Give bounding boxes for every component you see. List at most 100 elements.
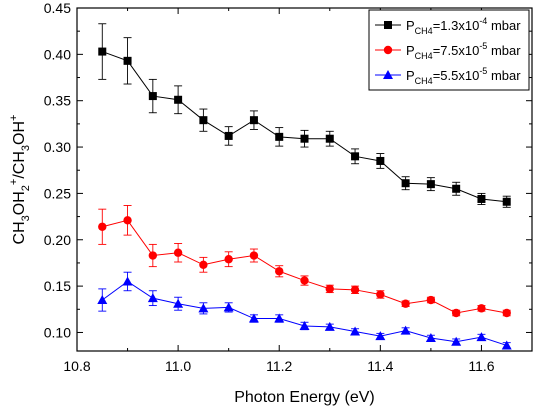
data-point <box>299 320 310 330</box>
legend-label-part: CH4 <box>415 76 433 86</box>
legend-label-part: CH4 <box>415 26 433 36</box>
x-tick-label: 11.0 <box>165 358 191 374</box>
data-point <box>199 116 208 125</box>
data-point <box>223 302 234 312</box>
data-point <box>148 251 158 260</box>
y-axis-label-part: OH <box>11 121 28 145</box>
legend-label-part: =5.5x10 <box>433 68 480 83</box>
legend-label-part: =7.5x10 <box>433 43 480 58</box>
plot-area <box>97 23 512 350</box>
data-point <box>375 331 386 341</box>
legend-entry: PCH4=1.3x10-4 mbar <box>375 16 521 36</box>
legend-label-part: -5 <box>479 41 487 51</box>
y-axis-label-part: CH <box>11 221 28 244</box>
data-point <box>249 116 258 125</box>
data-point <box>300 276 309 285</box>
legend-label-part: =1.3x10 <box>433 18 480 33</box>
legend-marker <box>384 21 392 29</box>
data-point <box>425 333 436 343</box>
y-axis-label-part: /CH <box>11 151 28 179</box>
legend-label: PCH4=1.3x10-4 mbar <box>406 16 521 36</box>
legend-label-part: mbar <box>487 68 521 83</box>
y-axis-label-part: + <box>8 115 20 121</box>
data-point <box>452 184 461 193</box>
data-point <box>97 295 108 305</box>
y-tick-label: 0.30 <box>44 139 71 155</box>
data-point <box>400 325 411 335</box>
legend-label-part: -4 <box>479 16 487 26</box>
data-point <box>148 92 157 101</box>
data-point <box>426 180 435 189</box>
data-point <box>451 336 462 346</box>
data-point <box>173 298 184 308</box>
x-tick-label: 11.2 <box>266 358 292 374</box>
x-tick-label: 11.6 <box>468 358 494 374</box>
legend-label-part: -5 <box>479 66 487 76</box>
data-point <box>477 194 486 203</box>
data-point <box>147 293 158 303</box>
legend-marker <box>383 45 393 55</box>
legend-label-part: P <box>406 18 415 33</box>
y-tick-label: 0.35 <box>44 93 71 109</box>
data-point <box>426 295 436 305</box>
y-axis-label-part: OH <box>11 191 28 215</box>
plot-frame <box>76 7 533 352</box>
legend-entry: PCH4=5.5x10-5 mbar <box>375 66 521 86</box>
y-axis-label: CH3OH2+/CH3OH+ <box>8 115 32 245</box>
data-point <box>224 131 233 140</box>
data-point <box>249 251 259 260</box>
legend-label: PCH4=7.5x10-5 mbar <box>406 41 521 61</box>
data-point <box>351 152 360 161</box>
legend-label-part: mbar <box>487 43 521 58</box>
y-tick-label: 0.45 <box>44 0 71 16</box>
y-tick-label: 0.10 <box>44 324 71 340</box>
series-square <box>98 23 511 208</box>
y-axis-label-part: 2 <box>20 185 32 191</box>
data-point <box>274 313 285 323</box>
data-point <box>502 308 511 318</box>
data-point <box>224 255 233 264</box>
legend-marker <box>383 70 393 79</box>
series-line <box>102 219 507 314</box>
series-circle <box>98 205 511 318</box>
data-point <box>350 285 360 295</box>
legend-label-part: mbar <box>487 18 521 33</box>
legend-label: PCH4=5.5x10-5 mbar <box>406 66 521 86</box>
legend-label-part: P <box>406 43 415 58</box>
data-point <box>350 326 361 336</box>
y-tick-label: 0.15 <box>44 278 71 294</box>
data-point <box>401 179 410 188</box>
data-point <box>376 290 385 299</box>
data-point <box>476 332 487 342</box>
data-point <box>98 47 107 56</box>
data-point <box>502 197 511 206</box>
x-tick-label: 11.4 <box>367 358 393 374</box>
data-point <box>451 308 461 318</box>
data-point <box>275 132 284 141</box>
data-point <box>275 267 284 276</box>
data-point <box>198 303 209 313</box>
data-point <box>300 134 309 143</box>
data-point <box>199 260 208 269</box>
x-axis-label: Photon Energy (eV) <box>234 389 375 406</box>
legend-label-part: P <box>406 68 415 83</box>
y-tick-label: 0.20 <box>44 232 71 248</box>
data-point <box>477 304 486 313</box>
data-point <box>248 313 259 323</box>
data-point <box>122 276 133 286</box>
data-point <box>98 222 107 231</box>
y-tick-label: 0.25 <box>44 185 71 201</box>
legend-entry: PCH4=7.5x10-5 mbar <box>375 41 521 61</box>
y-axis-label-part: 3 <box>20 145 32 151</box>
data-point <box>501 340 512 350</box>
data-point <box>173 248 183 257</box>
y-axis-label-part: + <box>8 179 20 185</box>
data-point <box>325 134 334 143</box>
data-point <box>123 216 132 225</box>
series-triangle <box>97 271 512 350</box>
legend-label-part: CH4 <box>415 51 433 61</box>
data-point <box>174 95 183 104</box>
